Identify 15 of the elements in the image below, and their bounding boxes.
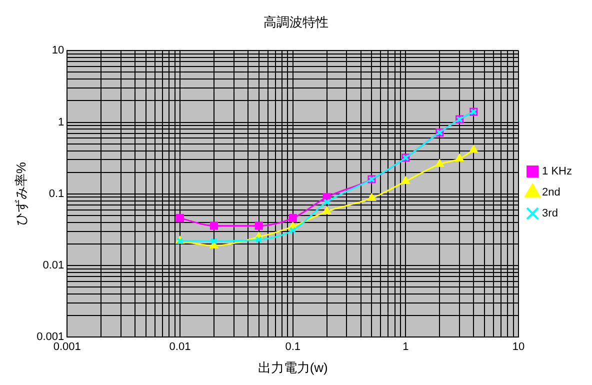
x-tick-label: 0.01 xyxy=(169,340,191,353)
x-tick-label: 1 xyxy=(402,340,409,353)
x-tick-label: 10 xyxy=(512,340,525,353)
legend-label: 1 KHz xyxy=(542,166,572,178)
chart-title: 高調波特性 xyxy=(264,14,328,30)
y-axis-title: ひずみ率% xyxy=(13,162,28,226)
x-tick-label: 0.1 xyxy=(285,340,300,353)
legend-label: 2nd xyxy=(542,186,560,199)
y-tick-label: 0.01 xyxy=(42,260,64,272)
y-tick-label: 0.1 xyxy=(48,188,64,200)
legend-label: 3rd xyxy=(542,208,558,220)
y-tick-label: 1 xyxy=(58,116,64,128)
y-tick-label: 10 xyxy=(52,44,64,57)
y-tick-label: 0.001 xyxy=(36,331,64,344)
x-axis-title: 出力電力(w) xyxy=(258,360,328,375)
